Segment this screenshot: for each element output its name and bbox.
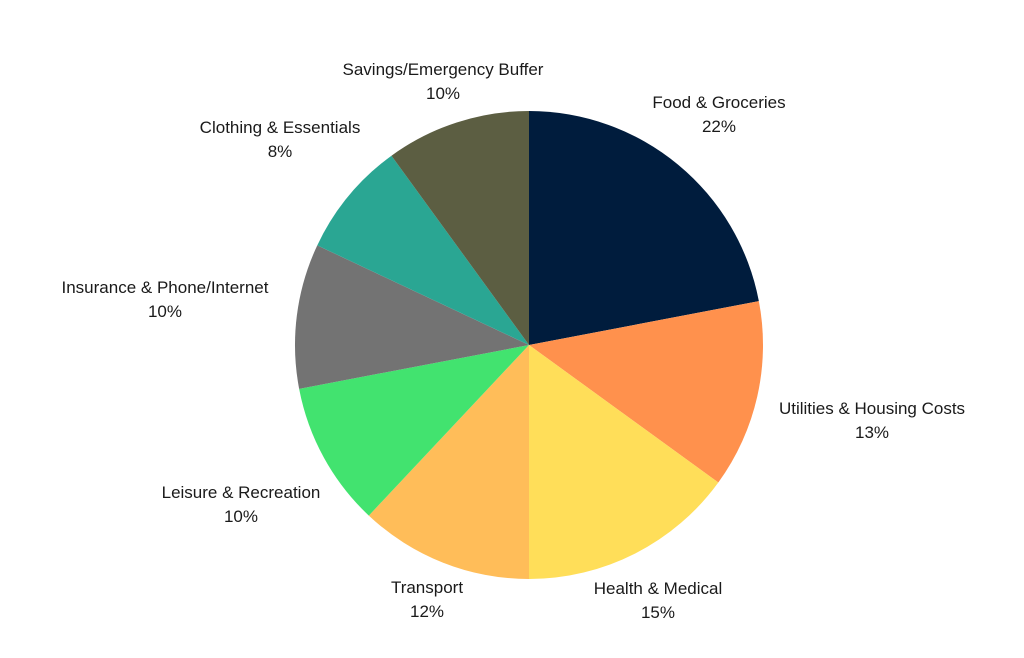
slice-label-name: Insurance & Phone/Internet	[61, 278, 269, 297]
slice-label-name: Food & Groceries	[652, 93, 786, 112]
pie-slice-utilities-housing-costs	[529, 301, 763, 483]
slice-label-name: Utilities & Housing Costs	[778, 399, 966, 418]
pie-slice-health-medical	[529, 345, 719, 579]
slice-label: Clothing & Essentials 8%	[200, 116, 361, 164]
pie-slice-insurance-phone-internet	[295, 245, 529, 389]
pie-slice-leisure-recreation	[299, 345, 529, 516]
slice-label: Insurance & Phone/Internet 10%	[62, 276, 269, 324]
slice-label: Health & Medical 15%	[594, 577, 723, 625]
slice-label-value: 8%	[267, 142, 293, 161]
slice-label-name: Health & Medical	[593, 579, 723, 598]
slice-label-value: 10%	[425, 84, 461, 103]
pie-slice-transport	[368, 345, 529, 579]
slice-label: Savings/Emergency Buffer 10%	[343, 58, 544, 106]
slice-label-value: 22%	[701, 117, 737, 136]
slice-label-value: 10%	[223, 507, 259, 526]
slice-label-value: 13%	[854, 423, 890, 442]
slice-label-value: 10%	[147, 302, 183, 321]
slice-label-name: Leisure & Recreation	[161, 483, 321, 502]
slice-label: Food & Groceries 22%	[652, 91, 785, 139]
slice-label-name: Savings/Emergency Buffer	[342, 60, 544, 79]
pie-slice-food-groceries	[529, 111, 759, 345]
slice-label-value: 15%	[640, 603, 676, 622]
slice-label: Utilities & Housing Costs 13%	[779, 397, 965, 445]
slice-label-name: Clothing & Essentials	[199, 118, 361, 137]
pie-slice-clothing-essentials	[317, 155, 529, 345]
pie-slice-savings-emergency-buffer	[391, 111, 529, 345]
slice-label: Transport 12%	[391, 576, 463, 624]
slice-label-value: 12%	[409, 602, 445, 621]
slice-label-name: Transport	[390, 578, 464, 597]
slice-label: Leisure & Recreation 10%	[162, 481, 321, 529]
